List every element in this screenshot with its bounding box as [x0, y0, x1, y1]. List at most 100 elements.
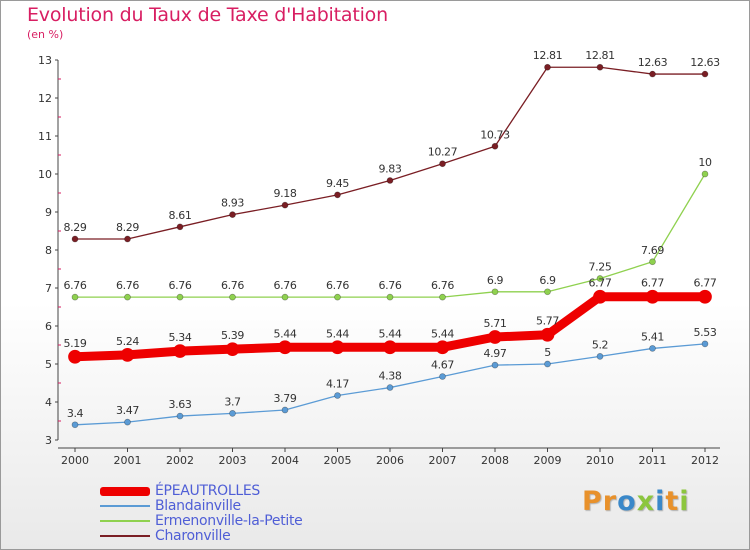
data-label: 10: [698, 156, 712, 169]
data-label: 3.7: [224, 395, 241, 408]
data-point: [334, 191, 341, 199]
data-point: [176, 412, 184, 420]
data-label: 6.9: [487, 274, 504, 287]
data-label: 5.44: [274, 327, 297, 340]
y-tick-label: 10: [38, 168, 52, 181]
legend-swatch: [100, 486, 150, 496]
chart-subtitle: (en %): [27, 28, 64, 41]
data-label: 6.76: [274, 279, 297, 292]
data-label: 7.69: [641, 244, 664, 257]
data-label: 5.53: [694, 326, 717, 339]
proxiti-logo: Proxiti: [582, 486, 690, 517]
data-point: [124, 293, 131, 301]
data-point: [544, 288, 551, 296]
data-label: 3.4: [67, 407, 84, 420]
data-label: 10.73: [480, 128, 510, 141]
legend-label: Charonville: [155, 528, 231, 544]
data-label: 6.76: [169, 279, 192, 292]
data-point: [124, 418, 131, 426]
data-point: [544, 63, 551, 71]
data-point: [229, 293, 236, 301]
data-point: [71, 293, 79, 301]
data-label: 8.93: [221, 197, 244, 210]
data-label: 6.77: [694, 277, 717, 290]
data-point: [334, 392, 341, 399]
legend-swatch: [100, 505, 150, 507]
data-point: [173, 344, 187, 358]
data-label: 3.79: [274, 392, 297, 405]
data-label: 5.24: [116, 335, 139, 348]
data-point: [176, 223, 184, 231]
data-label: 4.67: [431, 359, 454, 372]
data-label: 12.63: [690, 56, 720, 69]
y-tick-label: 5: [45, 358, 52, 371]
legend-swatch: [100, 535, 150, 537]
legend-label: ÉPEAUTROLLES: [155, 483, 260, 499]
data-label: 10.27: [428, 146, 458, 159]
data-label: 5.44: [379, 327, 402, 340]
data-label: 6.76: [431, 279, 454, 292]
data-label: 5.44: [431, 327, 454, 340]
y-tick-label: 4: [45, 396, 52, 409]
data-point: [701, 340, 709, 348]
data-point: [71, 235, 79, 243]
data-point: [435, 340, 450, 355]
data-point: [649, 70, 656, 78]
legend-label: Ermenonville-la-Petite: [155, 513, 303, 529]
data-point: [491, 361, 499, 369]
data-point: [278, 340, 292, 355]
data-label: 3.47: [116, 404, 139, 417]
data-point: [229, 211, 236, 219]
data-label: 5.34: [169, 331, 192, 344]
data-point: [544, 360, 551, 368]
x-tick-label: 2011: [639, 454, 667, 467]
data-point: [596, 63, 604, 71]
x-tick-label: 2006: [376, 454, 404, 467]
data-point: [596, 275, 604, 282]
data-label: 4.17: [326, 378, 349, 391]
data-point: [596, 353, 604, 360]
data-label: 8.61: [169, 209, 192, 222]
x-tick-label: 2008: [481, 454, 509, 467]
y-tick-label: 13: [38, 54, 52, 67]
logo-letter: t: [665, 486, 680, 517]
legend-swatch: [100, 520, 150, 522]
data-label: 5: [544, 346, 551, 359]
data-point: [281, 406, 289, 414]
x-tick-label: 2001: [114, 454, 142, 467]
data-label: 8.29: [64, 221, 87, 234]
x-tick-label: 2004: [271, 454, 299, 467]
data-label: 6.77: [641, 277, 664, 290]
data-point: [491, 288, 499, 296]
x-tick-label: 2000: [61, 454, 89, 467]
data-point: [439, 160, 446, 168]
data-point: [383, 340, 397, 355]
data-point: [225, 342, 240, 357]
data-label: 12.81: [533, 49, 563, 62]
data-point: [124, 235, 131, 243]
data-point: [649, 258, 656, 266]
data-point: [120, 348, 135, 362]
data-label: 6.9: [539, 274, 556, 287]
y-tick-label: 3: [45, 434, 52, 447]
x-tick-label: 2012: [691, 454, 719, 467]
data-label: 9.18: [274, 187, 297, 200]
y-tick-label: 12: [38, 92, 52, 105]
data-point: [491, 142, 499, 150]
logo-letter: i: [655, 486, 666, 517]
data-label: 9.83: [379, 162, 402, 175]
data-point: [701, 70, 709, 78]
data-label: 8.29: [116, 221, 139, 234]
y-tick-label: 9: [45, 206, 52, 219]
data-point: [71, 421, 79, 429]
data-point: [488, 330, 502, 344]
logo-letter: r: [602, 486, 618, 517]
data-label: 12.81: [585, 49, 615, 62]
data-point: [330, 340, 345, 355]
data-point: [439, 373, 446, 380]
data-point: [281, 293, 289, 301]
data-label: 6.76: [116, 279, 139, 292]
data-point: [386, 177, 394, 184]
